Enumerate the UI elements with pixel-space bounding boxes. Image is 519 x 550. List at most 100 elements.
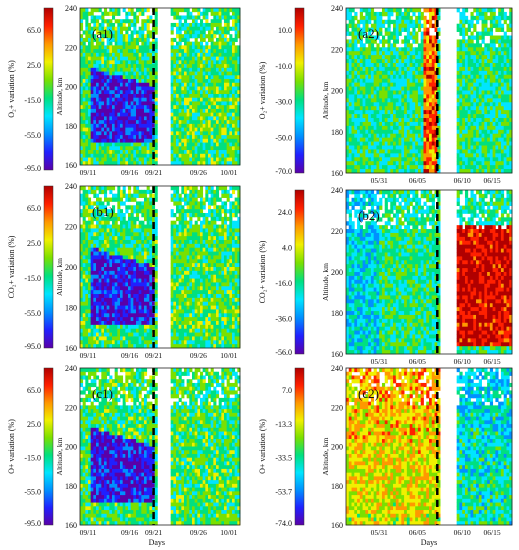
heatmap-cell (398, 19, 402, 25)
heatmap-cell (346, 78, 350, 84)
heatmap-cell (492, 118, 496, 123)
heatmap-cell (412, 153, 416, 158)
heatmap-cell (130, 105, 134, 110)
heatmap-cell (384, 121, 388, 127)
x-tick-label: 06/05 (409, 176, 426, 185)
heatmap-cell (128, 157, 132, 162)
heatmap-cell (133, 131, 137, 136)
heatmap-cell (390, 59, 394, 64)
heatmap-cell (415, 8, 419, 13)
heatmap-cell (128, 41, 132, 46)
heatmap-cell (390, 153, 394, 158)
heatmap-cell (144, 26, 148, 31)
heatmap-cell (144, 86, 148, 91)
heatmap-cell (82, 56, 86, 61)
heatmap-cell (146, 75, 150, 80)
heatmap-cell (346, 149, 350, 154)
heatmap-cell (80, 79, 84, 84)
heatmap-cell (412, 27, 416, 32)
heatmap-cell (462, 161, 466, 166)
heatmap-cell (133, 120, 137, 125)
heatmap-cell (459, 110, 463, 115)
heatmap-cell (104, 313, 108, 318)
heatmap-cell (125, 97, 129, 102)
colorbar-tick-label: 65.0 (27, 204, 41, 213)
heatmap-cell (85, 93, 89, 99)
heatmap-cell (417, 133, 422, 139)
heatmap-cell (96, 150, 100, 155)
heatmap-cell (459, 66, 463, 72)
heatmap-cell (467, 82, 471, 87)
heatmap-cell (426, 82, 430, 87)
heatmap-cell (101, 19, 105, 24)
heatmap-cell (221, 146, 225, 151)
heatmap-cell (138, 161, 142, 166)
heatmap-cell (398, 51, 402, 56)
heatmap-cell (114, 153, 118, 158)
heatmap-cell (489, 137, 494, 142)
heatmap-cell (354, 31, 358, 36)
heatmap-cell (104, 90, 108, 95)
heatmap-cell (128, 45, 132, 50)
heatmap-cell (384, 118, 388, 123)
heatmap-cell (365, 74, 369, 80)
heatmap-cell (120, 153, 124, 158)
heatmap-cell (406, 129, 411, 135)
heatmap-cell (437, 94, 441, 99)
heatmap-cell (409, 141, 413, 146)
heatmap-cell (473, 125, 477, 131)
heatmap-cell (146, 131, 150, 136)
heatmap-cell (213, 146, 217, 151)
heatmap-cell (101, 108, 105, 114)
heatmap-cell (149, 123, 153, 129)
heatmap-cell (101, 263, 105, 268)
heatmap-cell (170, 135, 174, 140)
heatmap-cell (395, 31, 399, 36)
heatmap-cell (170, 131, 174, 136)
heatmap-cell (406, 55, 411, 60)
heatmap-cell (234, 15, 238, 20)
heatmap-cell (114, 131, 118, 136)
heatmap-cell (500, 59, 505, 64)
heatmap-cell (202, 161, 206, 166)
heatmap-cell (136, 90, 140, 95)
heatmap-cell (88, 138, 92, 143)
heatmap-cell (492, 169, 496, 174)
heatmap-cell (359, 106, 363, 111)
heatmap-cell (420, 51, 424, 56)
heatmap-cell (404, 110, 408, 115)
heatmap-cell (351, 31, 355, 36)
heatmap-cell (357, 129, 361, 135)
heatmap-cell (82, 71, 86, 76)
heatmap-cell (202, 142, 206, 147)
heatmap-cell (417, 98, 422, 103)
heatmap-cell (144, 112, 148, 117)
heatmap-cell (423, 153, 427, 158)
heatmap-cell (96, 105, 100, 110)
heatmap-cell (197, 116, 201, 121)
heatmap-cell (202, 60, 206, 65)
heatmap-cell (141, 37, 145, 43)
heatmap-cell (149, 86, 153, 91)
heatmap-cell (406, 118, 411, 123)
heatmap-cell (128, 11, 132, 16)
heatmap-cell (489, 161, 494, 166)
heatmap-cell (216, 79, 220, 84)
heatmap-cell (176, 108, 180, 114)
heatmap-cell (481, 114, 485, 119)
heatmap-cell (384, 94, 388, 99)
heatmap-cell (478, 55, 482, 60)
heatmap-cell (130, 161, 134, 166)
heatmap-cell (112, 294, 116, 299)
heatmap-cell (348, 39, 352, 44)
heatmap-cell (106, 82, 110, 87)
heatmap-cell (346, 153, 350, 158)
heatmap-cell (90, 332, 94, 337)
heatmap-cell (431, 86, 435, 91)
heatmap-cell (464, 19, 469, 25)
heatmap-cell (500, 169, 505, 174)
heatmap-cell (173, 79, 177, 84)
heatmap-cell (370, 125, 375, 131)
heatmap-cell (106, 324, 110, 330)
heatmap-cell (406, 35, 411, 40)
